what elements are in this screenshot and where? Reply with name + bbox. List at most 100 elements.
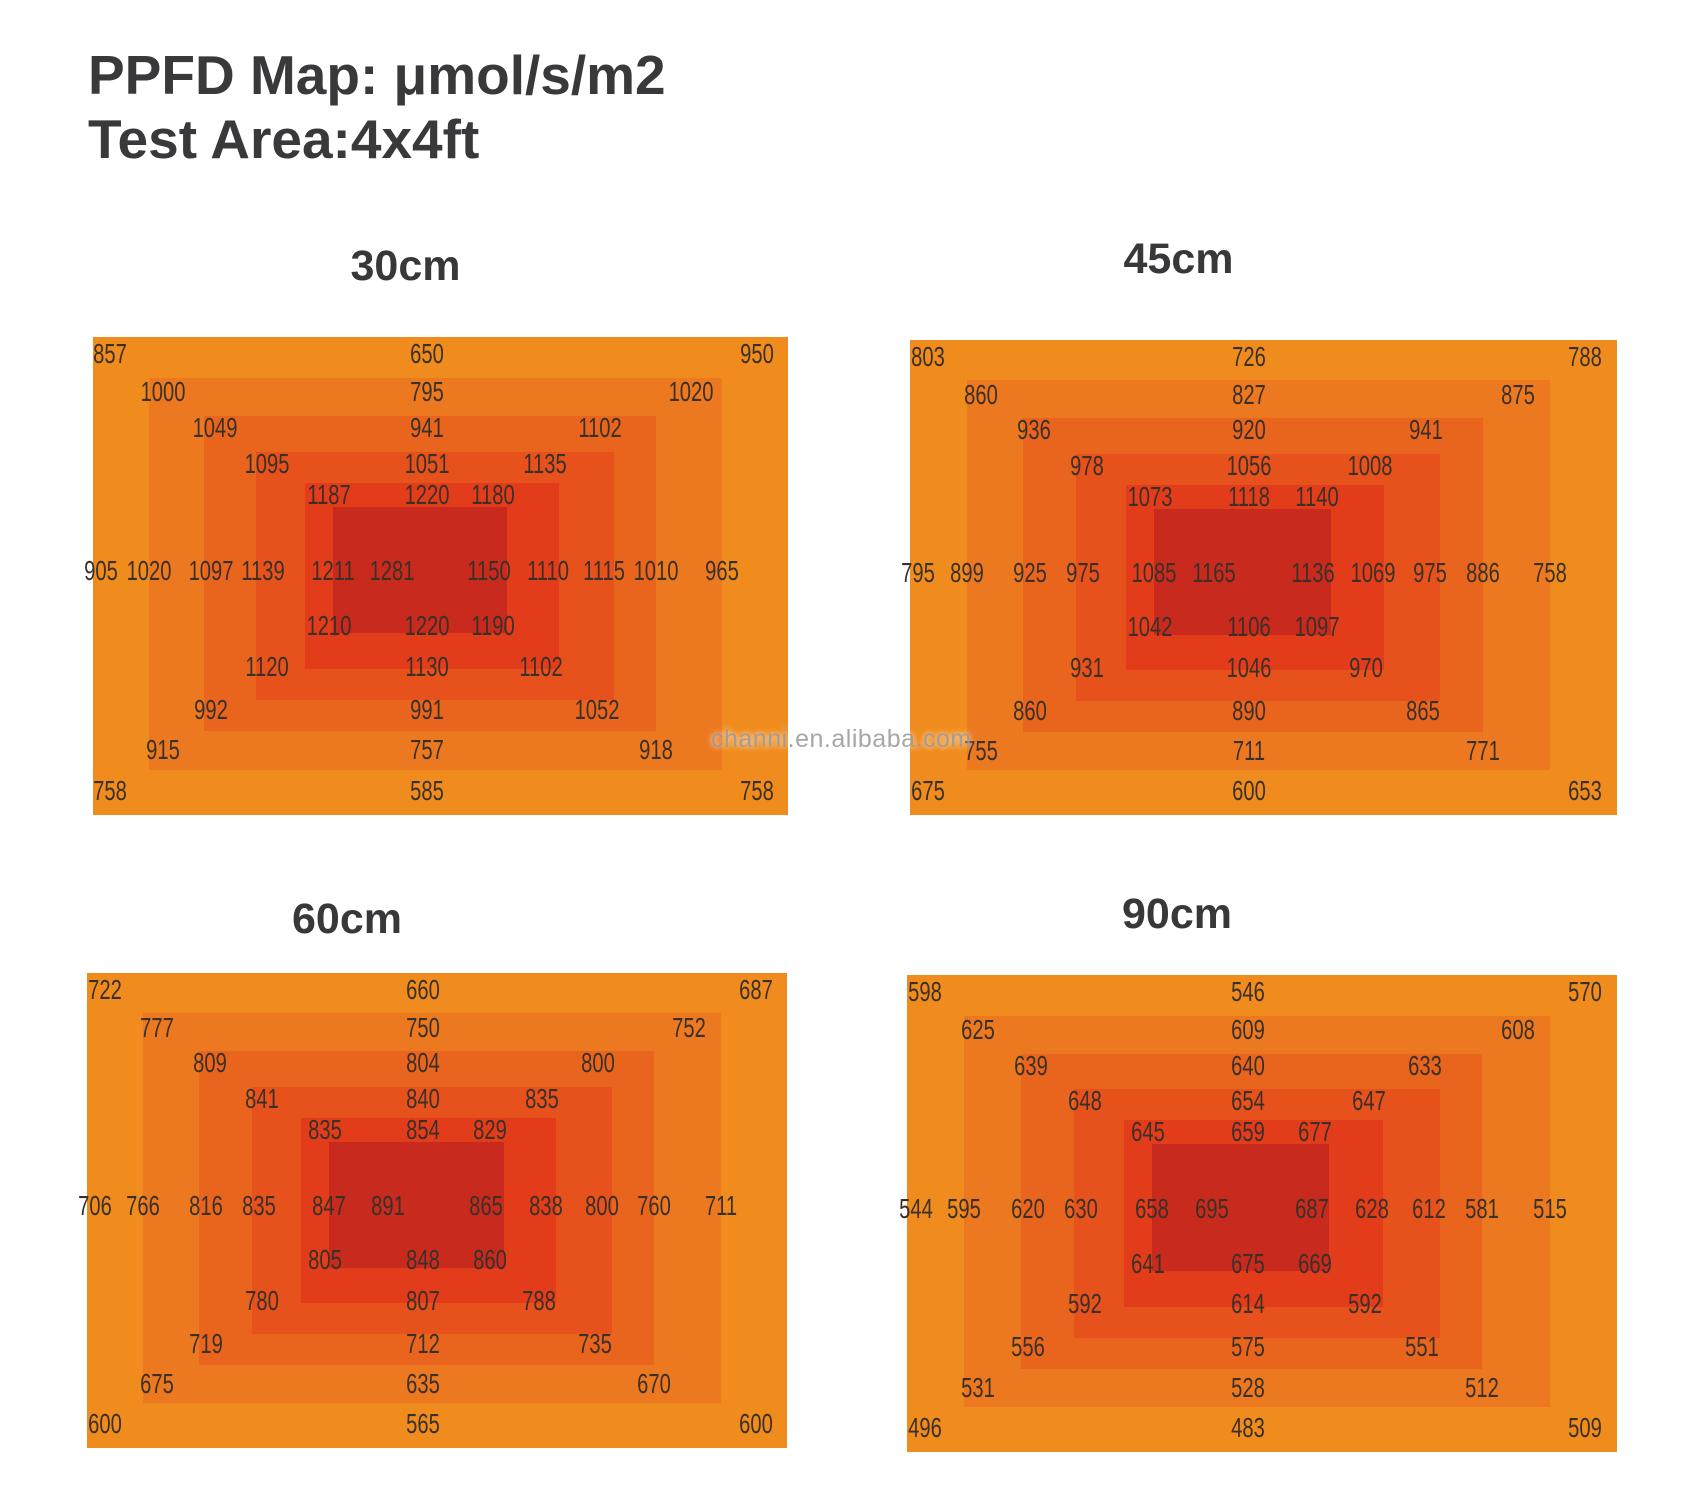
ppfd-value: 735: [577, 1327, 612, 1359]
map-title-30cm: 30cm: [93, 242, 788, 291]
ppfd-value: 860: [472, 1244, 507, 1276]
ppfd-value: 1097: [188, 555, 234, 587]
ppfd-value: 1069: [1350, 556, 1396, 588]
ppfd-value: 669: [1298, 1247, 1333, 1279]
ppfd-value: 687: [738, 973, 773, 1005]
ppfd-value: 556: [1010, 1331, 1045, 1363]
ppfd-value: 581: [1465, 1192, 1499, 1224]
ppfd-value: 647: [1351, 1085, 1386, 1117]
ppfd-value: 925: [1013, 556, 1048, 588]
ppfd-value: 675: [1230, 1247, 1265, 1279]
ppfd-value: 758: [739, 775, 774, 807]
value-grid: 803 726 788 860 827 875 936 920 941 978 1056 1008 10…: [902, 340, 1617, 815]
ppfd-value: 1281: [369, 555, 415, 587]
map-title-label: 60cm: [292, 895, 402, 943]
ppfd-value: 1210: [306, 610, 352, 642]
ppfd-value: 1073: [1127, 480, 1173, 512]
ppfd-value: 1187: [307, 478, 351, 510]
ppfd-value: 625: [961, 1013, 995, 1045]
heat-center: [332, 506, 507, 634]
ppfd-value: 803: [910, 340, 945, 372]
heatmap-30cm: 857 650 950 1000 795 1020 1049 941 1102 1095 1051 1…: [85, 242, 788, 815]
ppfd-value: 600: [1232, 775, 1267, 807]
ppfd-value: 531: [961, 1371, 995, 1403]
ppfd-value: 1010: [633, 555, 679, 587]
ppfd-value: 658: [1135, 1192, 1169, 1224]
ppfd-value: 750: [406, 1011, 440, 1043]
ppfd-value: 1000: [140, 375, 185, 407]
ppfd-value: 695: [1195, 1192, 1230, 1224]
ppfd-value: 640: [1230, 1049, 1265, 1081]
ppfd-value: 809: [192, 1047, 227, 1079]
ppfd-value: 1042: [1127, 611, 1173, 643]
ppfd-value: 712: [406, 1327, 440, 1359]
ppfd-value: 905: [84, 555, 119, 587]
ppfd-value: 1097: [1294, 611, 1339, 643]
page-title-line2: Test Area:4x4ft: [88, 107, 480, 170]
ppfd-value: 711: [1233, 734, 1266, 766]
map-title-label: 90cm: [1122, 890, 1232, 938]
ppfd-value: 509: [1568, 1412, 1602, 1444]
ppfd-value: 941: [409, 411, 444, 443]
ppfd-value: 483: [1230, 1412, 1265, 1444]
ppfd-value: 1150: [467, 555, 511, 587]
map-title-label: 45cm: [1123, 235, 1234, 283]
ppfd-value: 687: [1294, 1192, 1329, 1224]
ppfd-value: 551: [1404, 1331, 1439, 1363]
ppfd-value: 1052: [574, 693, 620, 725]
ppfd-value: 816: [189, 1189, 223, 1221]
ppfd-value: 1190: [470, 610, 515, 642]
value-grid: 722 660 687 777 750 752 809 804 800 841 840 835 835 8…: [79, 973, 787, 1448]
ppfd-value: 920: [1232, 414, 1267, 446]
heatmap-45cm: 803 726 788 860 827 875 936 920 941 978 1056 1008 10…: [902, 235, 1617, 815]
ppfd-value: 1139: [241, 555, 285, 587]
ppfd-value: 1220: [404, 610, 450, 642]
ppfd-value: 630: [1064, 1192, 1098, 1224]
ppfd-value: 854: [406, 1113, 440, 1145]
ppfd-value: 1165: [1192, 556, 1236, 588]
ppfd-value: 840: [406, 1082, 440, 1114]
map-title-90cm: 90cm: [907, 890, 1617, 939]
ppfd-value: 1056: [1226, 449, 1272, 481]
ppfd-value: 614: [1230, 1288, 1265, 1320]
ppfd-value: 970: [1349, 651, 1383, 683]
ppfd-value: 1102: [578, 411, 623, 443]
ppfd-value: 875: [1501, 378, 1535, 410]
ppfd-value: 528: [1230, 1371, 1265, 1403]
ppfd-value: 575: [1230, 1331, 1265, 1363]
ppfd-value: 726: [1232, 340, 1267, 372]
watermark: channi.en.alibaba.com: [711, 725, 972, 753]
page-title-line1: PPFD Map: μmol/s/m2: [88, 44, 666, 106]
ppfd-value: 931: [1069, 651, 1104, 683]
ppfd-value: 1106: [1227, 611, 1272, 643]
ppfd-value: 766: [126, 1189, 160, 1221]
ppfd-value: 835: [525, 1082, 559, 1114]
ppfd-value: 847: [311, 1189, 346, 1221]
ppfd-value: 978: [1069, 449, 1104, 481]
heat-center: [1151, 1144, 1330, 1271]
ppfd-value: 899: [949, 556, 984, 588]
ppfd-value: 860: [963, 378, 998, 410]
ppfd-value: 645: [1131, 1116, 1166, 1148]
ppfd-value: 758: [1533, 556, 1567, 588]
ppfd-value: 609: [1230, 1013, 1265, 1045]
ppfd-value: 800: [584, 1189, 619, 1221]
ppfd-value: 1020: [668, 375, 714, 407]
ppfd-value: 805: [308, 1244, 342, 1276]
ppfd-value: 592: [1348, 1288, 1382, 1320]
ppfd-value: 788: [521, 1284, 556, 1316]
ppfd-value: 653: [1568, 775, 1602, 807]
ppfd-value: 1136: [1291, 556, 1335, 588]
ppfd-value: 675: [140, 1367, 174, 1399]
ppfd-value: 711: [704, 1189, 737, 1221]
ppfd-value: 755: [963, 734, 998, 766]
ppfd-value: 620: [1010, 1192, 1045, 1224]
map-title-45cm: 45cm: [910, 235, 1617, 284]
ppfd-value: 865: [1405, 694, 1440, 726]
ppfd-value: 829: [472, 1113, 507, 1145]
map-title-label: 30cm: [350, 242, 461, 290]
ppfd-value: 838: [528, 1189, 563, 1221]
ppfd-value: 496: [907, 1412, 942, 1444]
ppfd-value: 865: [469, 1189, 503, 1221]
ppfd-value: 719: [189, 1327, 223, 1359]
